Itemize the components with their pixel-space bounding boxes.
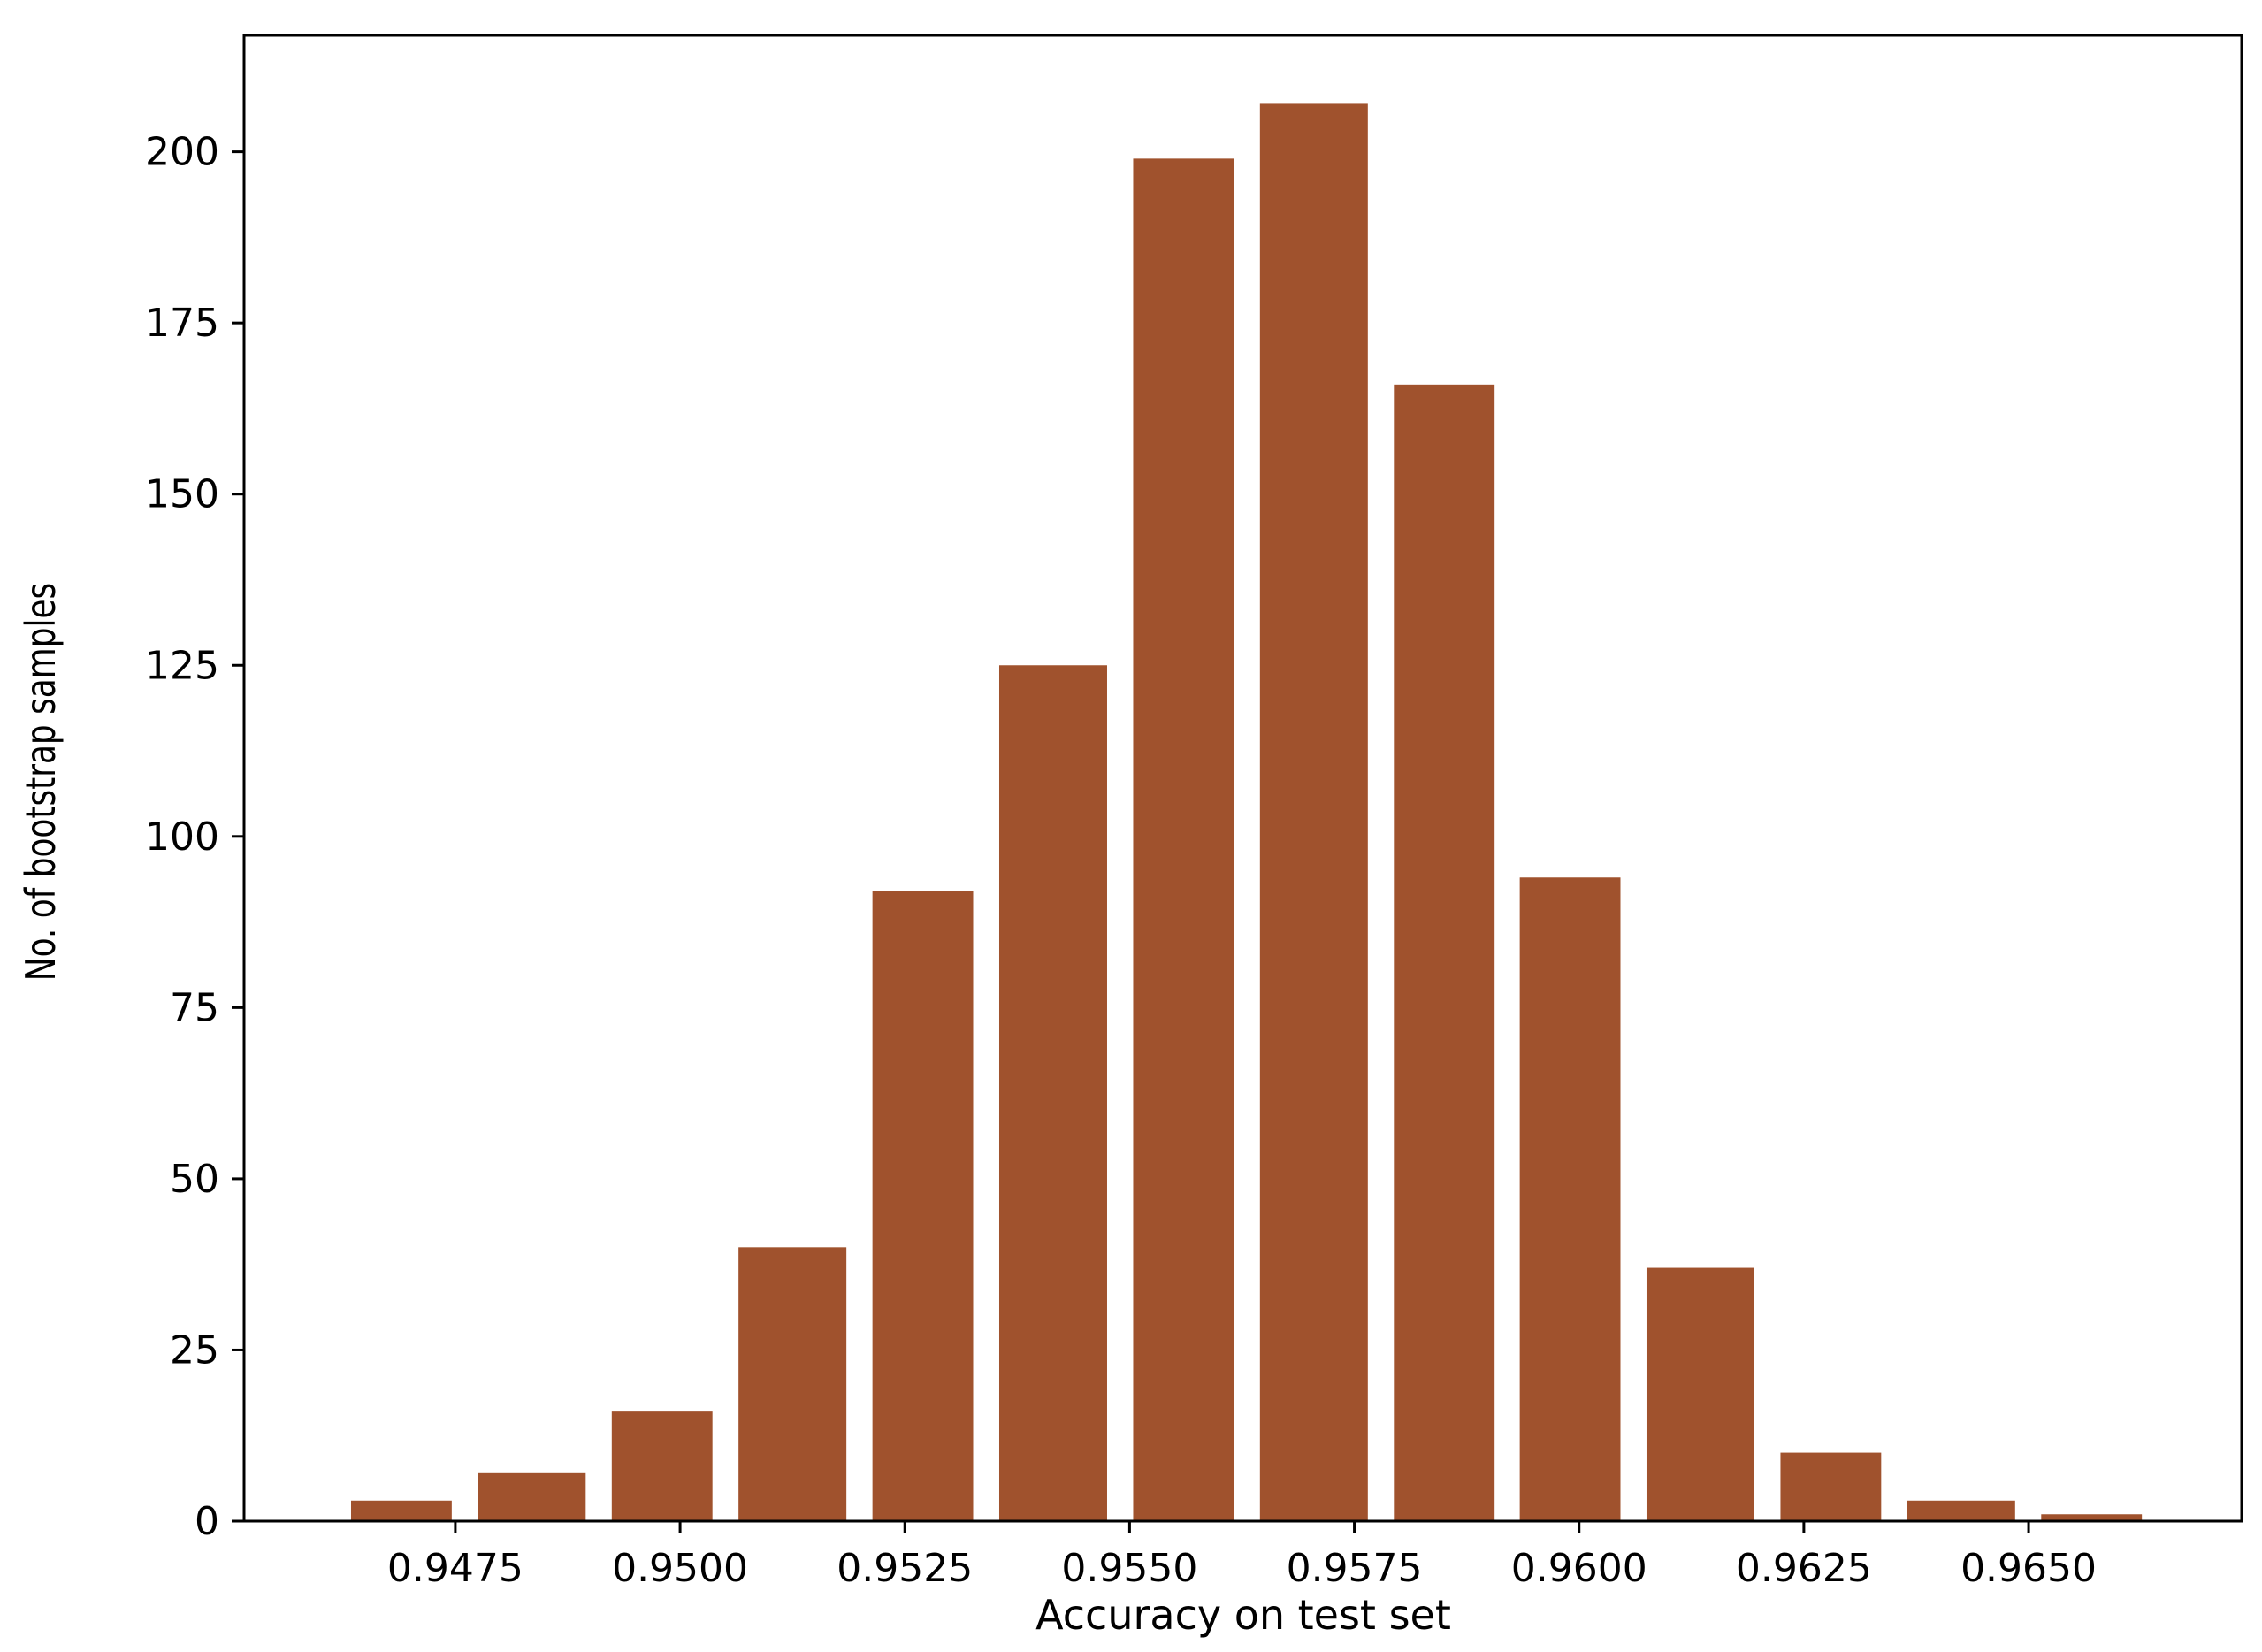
x-axis-label: Accuracy on test set [1035, 1591, 1451, 1639]
x-tick-label: 0.9475 [387, 1546, 523, 1591]
x-tick-label: 0.9525 [837, 1546, 973, 1591]
y-axis-label: No. of bootstrap samples [18, 583, 65, 982]
histogram-bar [1133, 158, 1234, 1521]
histogram-bar [1780, 1452, 1882, 1521]
axes-layer [242, 34, 2243, 1523]
y-tick-label: 0 [195, 1499, 219, 1544]
histogram-bar [2041, 1514, 2143, 1521]
histogram-bar [1907, 1500, 2015, 1521]
bars-layer [350, 103, 2143, 1522]
y-tick-label: 50 [170, 1157, 219, 1202]
y-tick-label: 75 [170, 985, 219, 1030]
histogram-bar [1394, 384, 1495, 1521]
histogram-bar [738, 1247, 847, 1521]
histogram-bar [478, 1472, 586, 1521]
y-tick-label: 100 [145, 815, 219, 860]
x-tick-label: 0.9625 [1736, 1546, 1872, 1591]
y-tick-label: 25 [170, 1327, 219, 1373]
x-tick-label: 0.9575 [1287, 1546, 1423, 1591]
histogram-bar [1646, 1267, 1754, 1521]
y-tick-label: 150 [145, 472, 219, 517]
histogram-bar [611, 1411, 713, 1521]
x-tick-label: 0.9650 [1960, 1546, 2097, 1591]
histogram-bar [1519, 877, 1621, 1521]
ticks-layer: 0.9475 0.9500 0.9525 0.9550 0.9575 0.9600 0.96… [145, 130, 2097, 1591]
histogram-bar [350, 1500, 452, 1521]
histogram-bar [872, 891, 974, 1521]
histogram-bar [998, 665, 1107, 1521]
plot-frame [242, 34, 2243, 1523]
x-tick-label: 0.9600 [1511, 1546, 1647, 1591]
y-tick-label: 200 [145, 130, 219, 175]
x-tick-label: 0.9550 [1061, 1546, 1197, 1591]
histogram-bar [1259, 103, 1368, 1522]
y-tick-label: 125 [145, 643, 219, 688]
x-tick-label: 0.9500 [612, 1546, 748, 1591]
y-tick-label: 175 [145, 301, 219, 346]
